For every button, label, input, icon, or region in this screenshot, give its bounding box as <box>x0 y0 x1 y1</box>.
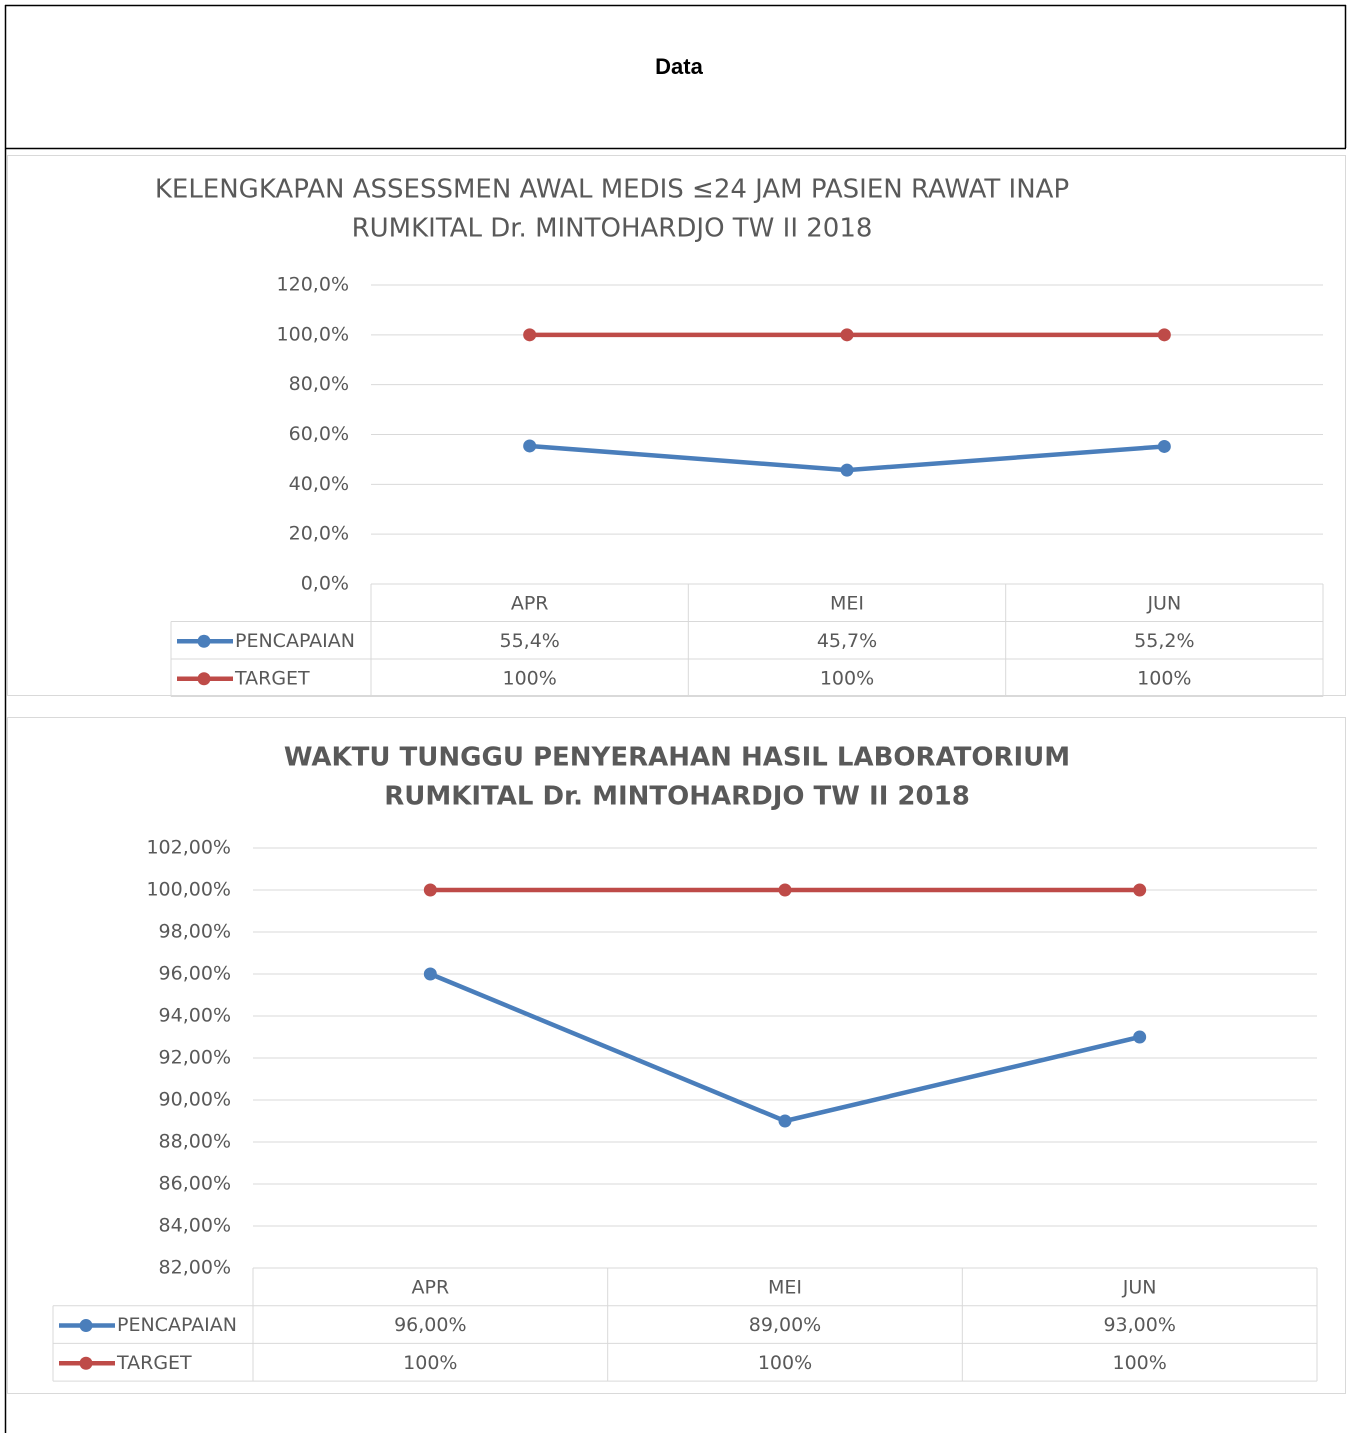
marker <box>523 328 537 342</box>
marker <box>1157 328 1171 342</box>
chart-title: WAKTU TUNGGU PENYERAHAN HASIL LABORATORI… <box>284 743 1070 773</box>
y-tick-label: 94,00% <box>159 1005 231 1027</box>
legend-label: PENCAPAIAN <box>235 630 355 652</box>
legend-label: TARGET <box>116 1352 192 1374</box>
y-tick-label: 96,00% <box>159 963 231 985</box>
table-value: 96,00% <box>394 1314 466 1336</box>
y-tick-label: 102,00% <box>146 837 231 859</box>
table-value: 100% <box>820 667 874 689</box>
x-tick-label: JUN <box>1146 592 1181 614</box>
x-tick-label: APR <box>511 592 549 614</box>
table-value: 93,00% <box>1103 1314 1175 1336</box>
legend-marker <box>197 672 211 686</box>
marker <box>1157 439 1171 453</box>
y-tick-label: 80,0% <box>289 373 349 395</box>
marker <box>778 1114 792 1128</box>
y-tick-label: 0,0% <box>301 573 349 595</box>
x-tick-label: APR <box>411 1276 449 1298</box>
legend-label: PENCAPAIAN <box>117 1314 237 1336</box>
marker <box>423 883 437 897</box>
header-title: Data <box>655 54 703 79</box>
marker <box>778 883 792 897</box>
table-value: 100% <box>503 667 557 689</box>
table-value: 55,2% <box>1134 630 1194 652</box>
y-tick-label: 100,00% <box>146 879 231 901</box>
legend-marker <box>79 1319 93 1333</box>
table-value: 45,7% <box>817 630 877 652</box>
table-value: 100% <box>1137 667 1191 689</box>
table-value: 100% <box>1113 1352 1167 1374</box>
marker <box>840 463 854 477</box>
y-tick-label: 120,0% <box>277 274 349 296</box>
legend-label: TARGET <box>234 667 310 689</box>
y-tick-label: 82,00% <box>159 1257 231 1279</box>
chart-box <box>7 155 1346 696</box>
marker <box>840 328 854 342</box>
marker <box>1133 883 1147 897</box>
y-tick-label: 20,0% <box>289 523 349 545</box>
chart-title: RUMKITAL Dr. MINTOHARDJO TW II 2018 <box>352 214 873 244</box>
marker <box>1133 1030 1147 1044</box>
table-value: 100% <box>403 1352 457 1374</box>
chart-box <box>7 717 1346 1394</box>
chart-title: RUMKITAL Dr. MINTOHARDJO TW II 2018 <box>384 782 970 812</box>
y-tick-label: 90,00% <box>159 1089 231 1111</box>
y-tick-label: 84,00% <box>159 1215 231 1237</box>
x-tick-label: MEI <box>830 592 864 614</box>
legend-marker <box>197 634 211 648</box>
table-value: 89,00% <box>749 1314 821 1336</box>
y-tick-label: 60,0% <box>289 423 349 445</box>
table-value: 100% <box>758 1352 812 1374</box>
y-tick-label: 40,0% <box>289 473 349 495</box>
y-tick-label: 100,0% <box>277 323 349 345</box>
series-line <box>429 971 1141 1124</box>
y-tick-label: 86,00% <box>159 1173 231 1195</box>
y-tick-label: 98,00% <box>159 921 231 943</box>
y-tick-label: 88,00% <box>159 1131 231 1153</box>
marker <box>523 439 537 453</box>
marker <box>423 967 437 981</box>
legend-marker <box>79 1356 93 1370</box>
x-tick-label: JUN <box>1122 1276 1157 1298</box>
x-tick-label: MEI <box>768 1276 802 1298</box>
y-tick-label: 92,00% <box>159 1047 231 1069</box>
chart-title: KELENGKAPAN ASSESSMEN AWAL MEDIS ≤24 JAM… <box>155 175 1069 205</box>
table-value: 55,4% <box>499 630 559 652</box>
